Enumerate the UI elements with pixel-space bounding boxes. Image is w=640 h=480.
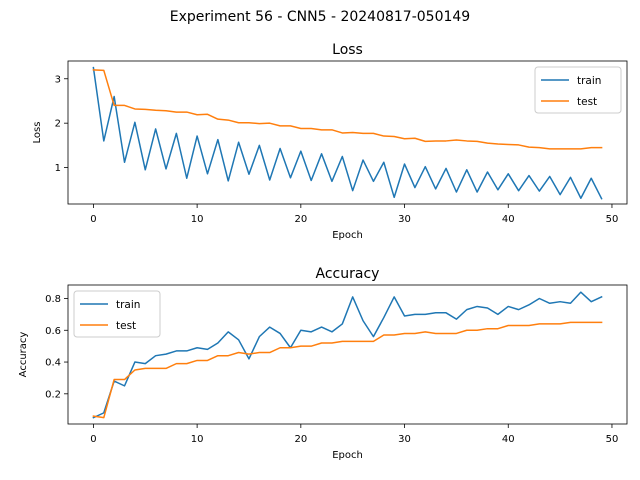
x-tick-label: 30 [398,434,411,445]
x-tick-label: 50 [606,434,619,445]
x-tick-label: 0 [90,214,96,225]
y-tick-label: 1 [55,163,61,174]
y-axis-label: Loss [32,122,43,144]
series-line-test [92,321,603,419]
x-tick-label: 40 [502,214,515,225]
x-tick-label: 10 [191,214,204,225]
y-tick-label: 0.2 [45,389,61,400]
y-tick-label: 0.4 [45,358,61,369]
x-axis-label: Epoch [332,450,363,461]
figure-title: Experiment 56 - CNN5 - 20240817-050149 [170,9,470,25]
chart-title: Loss [332,42,363,58]
y-axis-label: Accuracy [18,332,29,378]
legend-label-test: test [577,96,597,108]
x-tick-label: 0 [90,434,96,445]
x-tick-label: 20 [294,434,307,445]
legend-label-train: train [116,299,140,311]
x-tick-label: 50 [606,214,619,225]
accuracy-chart: Accuracy 0 10 20 30 40 50 0.2 0.4 0.6 0.8 Epoch Accu… [18,266,628,461]
x-tick-label: 40 [502,434,515,445]
x-axis-label: Epoch [332,230,363,241]
legend: train test [534,66,622,114]
x-tick-label: 10 [191,434,204,445]
x-tick-label: 30 [398,214,411,225]
loss-chart: Loss 0 10 20 30 40 50 1 2 3 Epoch Loss train test [32,42,628,241]
legend: train test [73,290,161,338]
y-tick-label: 2 [55,119,61,130]
series-line-train [92,66,603,200]
series-line-test [92,69,603,150]
y-tick-label: 0.8 [45,294,61,305]
y-tick-label: 3 [55,74,61,85]
plot-frame [67,60,628,205]
legend-label-test: test [116,320,136,332]
x-tick-label: 20 [294,214,307,225]
series-line-train [92,291,603,419]
plot-frame [67,284,628,425]
legend-label-train: train [577,75,601,87]
chart-title: Accuracy [316,266,380,282]
y-tick-label: 0.6 [45,326,61,337]
